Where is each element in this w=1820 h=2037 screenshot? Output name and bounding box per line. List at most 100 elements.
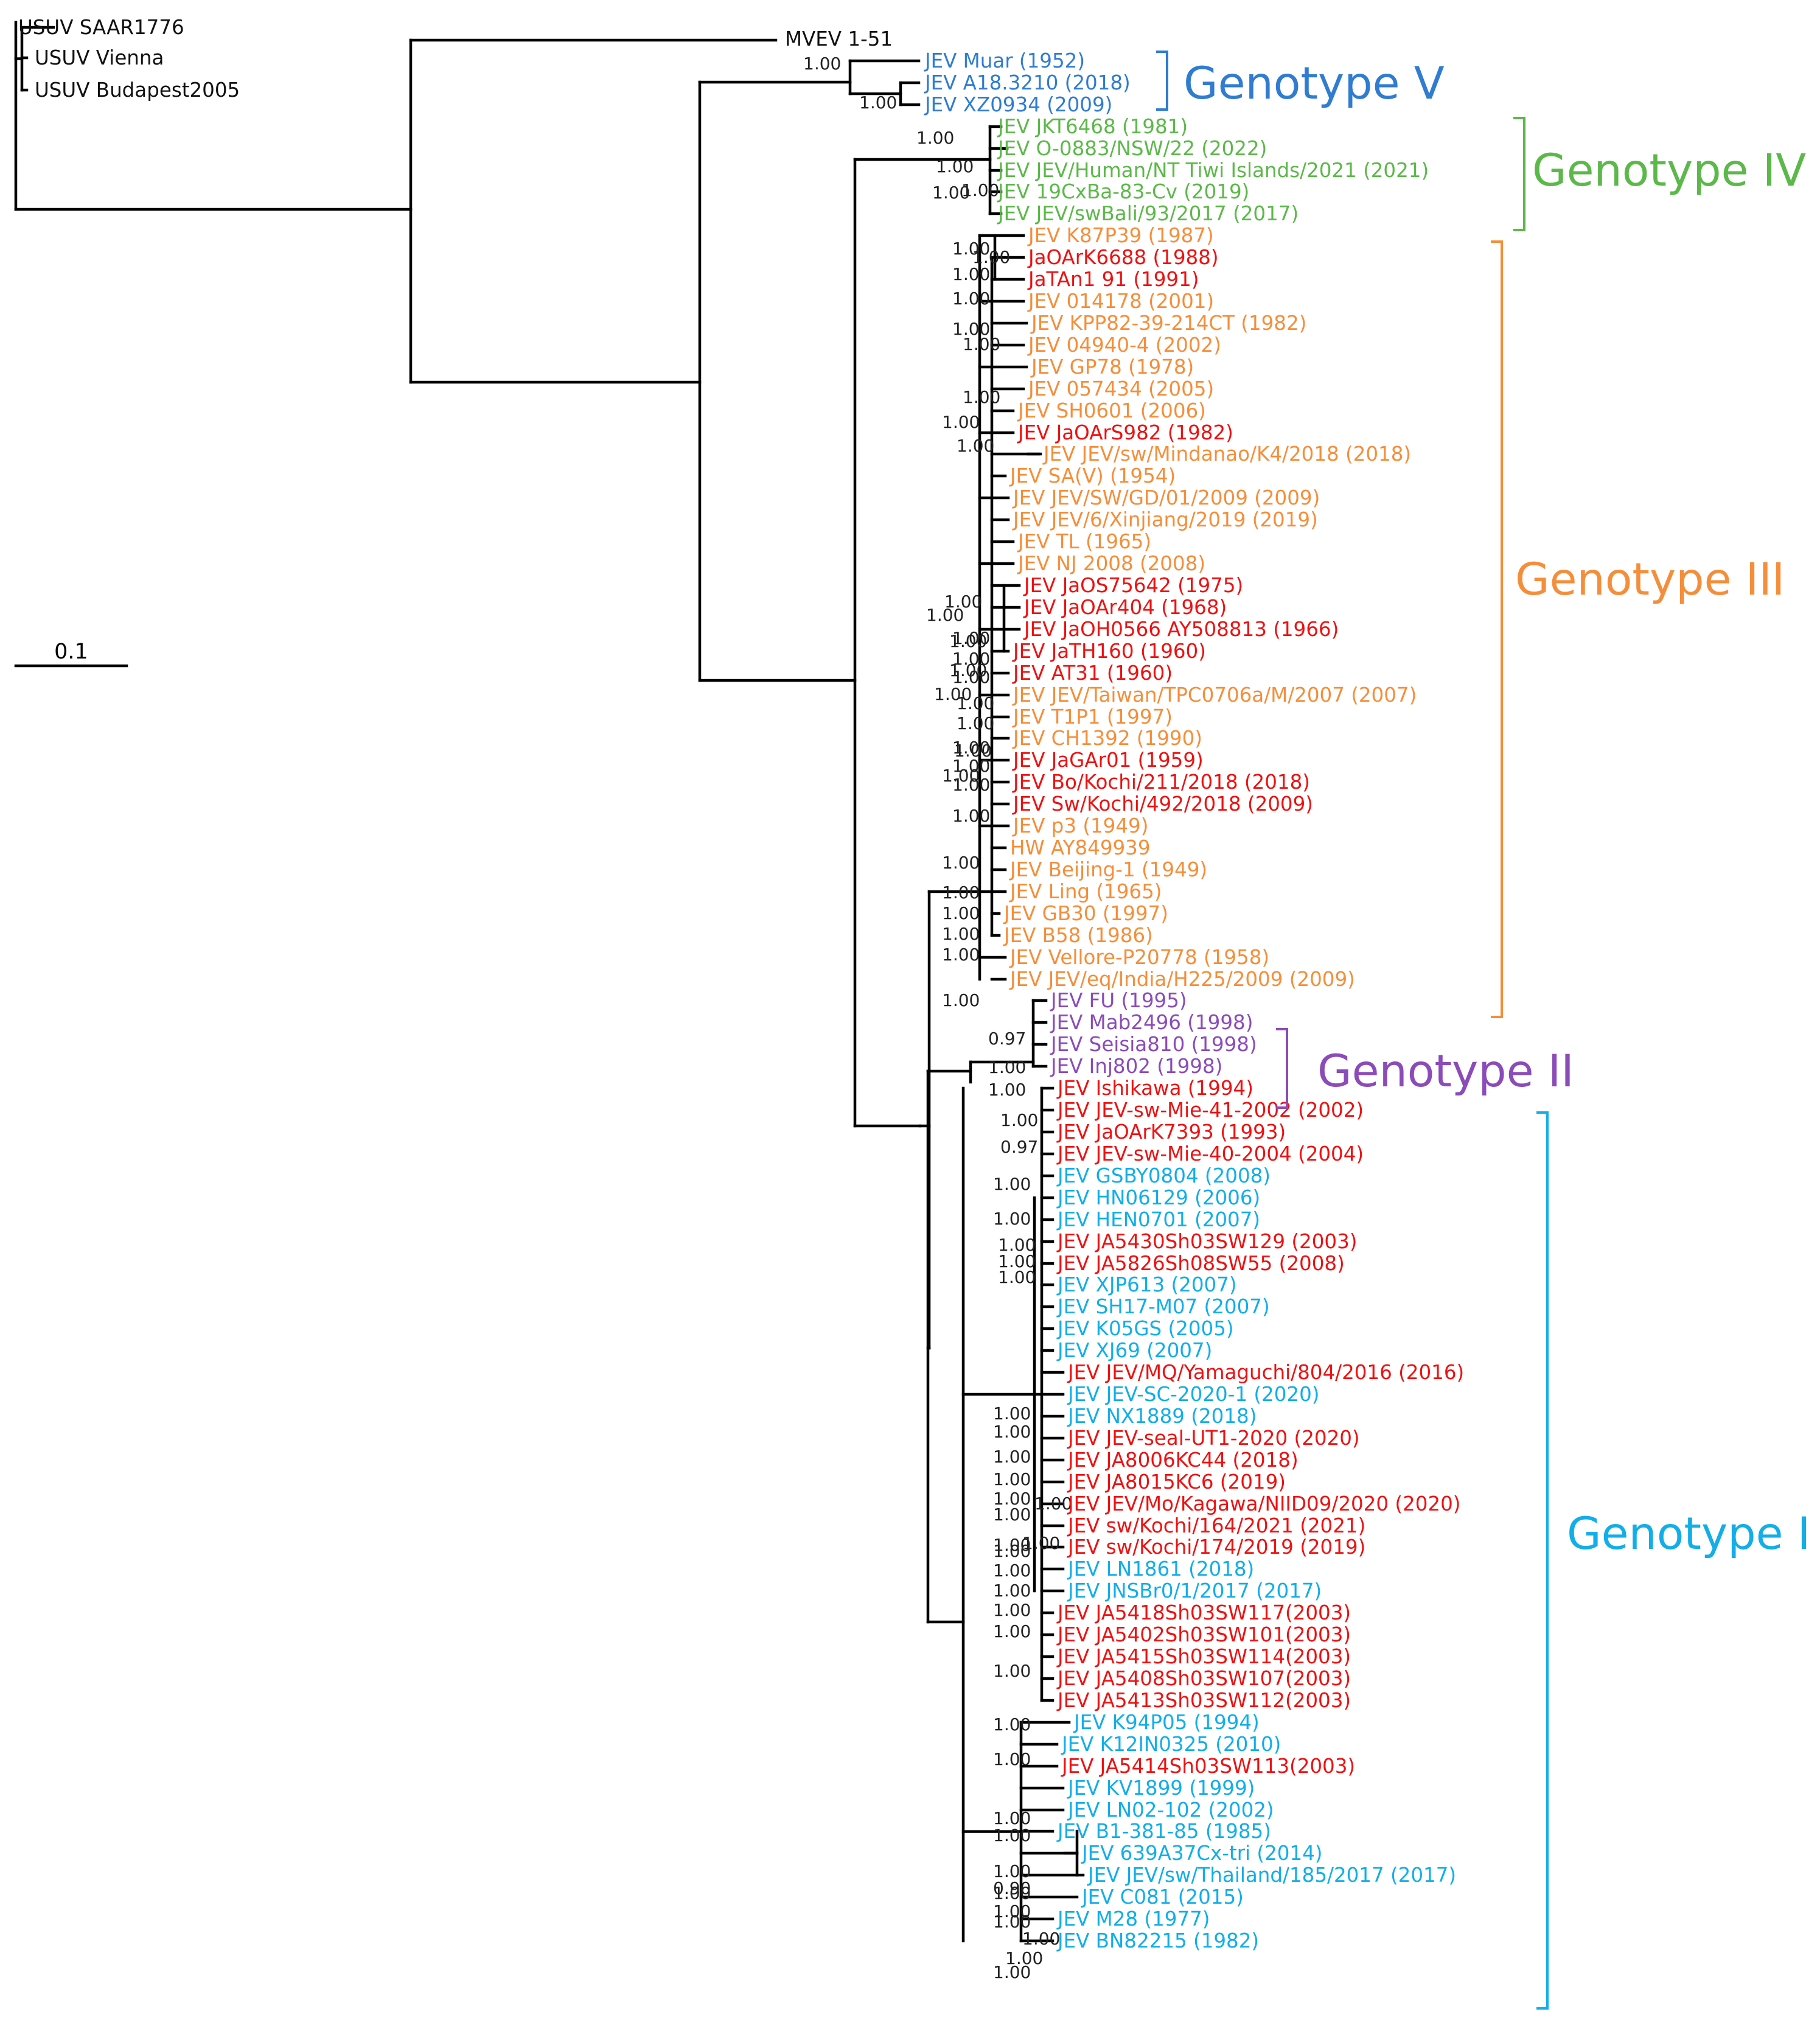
taxon-label: JEV JaOArS982 (1982) [1017, 421, 1233, 444]
support-value: 1.00 [952, 319, 990, 339]
taxon-label: JEV HEN0701 (2007) [1056, 1208, 1260, 1231]
taxon-label: JEV GB30 (1997) [1003, 902, 1168, 925]
taxon-label: JEV CH1392 (1990) [1012, 727, 1202, 750]
genotype-label: Genotype V [1184, 58, 1445, 110]
taxon-label: JEV LN1861 (2018) [1067, 1557, 1254, 1581]
support-value: 1.00 [803, 54, 841, 74]
taxon-label: JEV Seisia810 (1998) [1050, 1033, 1257, 1056]
taxon-label: JEV JA8006KC44 (2018) [1067, 1448, 1299, 1472]
taxon-label: JEV JEV/eq/India/H225/2009 (2009) [1009, 968, 1355, 991]
tree-branches [14, 21, 1085, 1943]
taxon-label: JEV O-0883/NSW/22 (2022) [997, 137, 1267, 160]
taxon-label: JEV JA5408Sh03SW107(2003) [1056, 1667, 1351, 1690]
taxon-label: JEV SH0601 (2006) [1017, 399, 1206, 422]
support-value: 1.00 [993, 1469, 1031, 1489]
support-value: 1.00 [952, 756, 990, 776]
taxon-label: JEV T1P1 (1997) [1012, 705, 1173, 728]
taxon-label: JEV KV1899 (1999) [1067, 1777, 1255, 1800]
support-value: 1.00 [993, 1962, 1031, 1982]
taxon-label: JEV JaOH0566 AY508813 (1966) [1023, 618, 1339, 641]
support-value: 1.00 [859, 93, 897, 113]
taxon-label: JEV sw/Kochi/174/2019 (2019) [1067, 1536, 1365, 1559]
taxon-label: JEV JA5413Sh03SW112(2003) [1056, 1689, 1351, 1712]
taxon-label: JEV XZ0934 (2009) [924, 93, 1112, 116]
support-value: 1.00 [944, 592, 982, 612]
taxon-label: JEV XJ69 (2007) [1056, 1339, 1212, 1362]
support-value: 1.00 [954, 741, 992, 761]
taxon-label: HW AY849939 [1010, 836, 1151, 859]
taxon-label: JEV NX1889 (2018) [1067, 1405, 1257, 1428]
taxon-label: JEV 19CxBa-83-Cv (2019) [997, 180, 1249, 203]
support-value: 1.00 [993, 1541, 1031, 1561]
support-value: 1.00 [1034, 1494, 1072, 1514]
taxon-label: JEV Sw/Kochi/492/2018 (2009) [1012, 792, 1313, 816]
taxon-label: JEV JA5414Sh03SW113(2003) [1061, 1755, 1355, 1778]
taxon-label: JEV K87P39 (1987) [1027, 224, 1214, 247]
support-value: 1.00 [993, 1209, 1031, 1229]
scale-bar-label: 0.1 [54, 640, 88, 664]
taxon-label: JEV KPP82-39-214CT (1982) [1030, 312, 1306, 335]
taxon-label: JEV 014178 (2001) [1027, 290, 1214, 313]
taxon-label: JEV TL (1965) [1017, 530, 1151, 553]
genotype-label: Genotype II [1317, 1046, 1574, 1097]
taxon-label: JEV JEV-sw-Mie-41-2002 (2002) [1056, 1099, 1364, 1122]
taxon-label: JEV Ishikawa (1994) [1056, 1077, 1253, 1100]
taxon-label: JEV Beijing-1 (1949) [1009, 858, 1207, 881]
taxon-label: JEV Muar (1952) [924, 49, 1085, 72]
taxon-label: JEV M28 (1977) [1056, 1907, 1210, 1930]
support-value: 1.00 [988, 1080, 1026, 1100]
support-value: 1.00 [993, 1535, 1031, 1555]
support-value: 1.00 [993, 1825, 1031, 1845]
taxon-label: JEV JaOArK7393 (1993) [1056, 1120, 1286, 1144]
support-value: 1.00 [993, 1808, 1031, 1828]
support-value: 1.00 [952, 738, 990, 758]
support-value: 1.00 [993, 1714, 1031, 1735]
support-value: 1.00 [993, 1861, 1031, 1881]
genotype-bracket [1276, 1028, 1288, 1109]
taxon-label: JEV JEV/MQ/Yamaguchi/804/2016 (2016) [1067, 1361, 1464, 1384]
support-value: 1.00 [936, 156, 974, 176]
taxon-label: JEV HN06129 (2006) [1056, 1186, 1260, 1209]
support-value: 1.00 [993, 1489, 1031, 1509]
scale-bar: 0.1 [14, 640, 128, 668]
support-value: 1.00 [942, 945, 980, 965]
taxon-label: JEV JEV-SC-2020-1 (2020) [1067, 1383, 1319, 1406]
taxon-label: JEV FU (1995) [1050, 989, 1187, 1012]
taxon-label: JEV JNSBr0/1/2017 (2017) [1067, 1579, 1322, 1602]
taxon-label: JEV JEV/Mo/Kagawa/NIID09/2020 (2020) [1067, 1492, 1460, 1515]
support-value: 1.00 [932, 183, 970, 203]
taxon-label: JEV K05GS (2005) [1056, 1317, 1234, 1340]
taxon-label: JEV JA5418Sh03SW117(2003) [1056, 1601, 1351, 1624]
support-value: 1.00 [952, 649, 990, 669]
taxon-label: JEV JKT6468 (1981) [997, 115, 1188, 138]
taxon-label: JEV JA8015KC6 (2019) [1067, 1470, 1286, 1494]
taxon-label: MVEV 1-51 [785, 27, 893, 51]
taxon-label: JEV Bo/Kochi/211/2018 (2018) [1012, 770, 1310, 794]
support-value: 1.00 [993, 1901, 1031, 1921]
genotype-bracket [1491, 240, 1503, 1018]
support-value: 1.00 [993, 1422, 1031, 1442]
taxon-label: JEV C081 (2015) [1081, 1885, 1244, 1909]
taxon-label: USUV Budapest2005 [35, 79, 240, 102]
support-value: 1.00 [916, 128, 954, 148]
support-value: 1.00 [993, 1560, 1031, 1581]
support-value: 1.00 [998, 1251, 1036, 1271]
support-value: 1.00 [993, 1403, 1031, 1424]
taxon-label: JEV 057434 (2005) [1027, 377, 1214, 400]
taxon-label: JEV Ling (1965) [1009, 880, 1162, 903]
taxon-label: JEV JEV/sw/Mindanao/K4/2018 (2018) [1042, 442, 1411, 466]
support-value: 1.00 [957, 693, 994, 713]
taxon-label: JEV JEV/sw/Thailand/185/2017 (2017) [1087, 1864, 1456, 1887]
taxon-label: JEV AT31 (1960) [1012, 662, 1173, 685]
taxon-label: JaTAn1 91 (1991) [1027, 268, 1199, 291]
support-value: 1.00 [998, 1267, 1036, 1287]
taxon-label: JEV JEV/6/Xinjiang/2019 (2019) [1012, 508, 1318, 531]
taxon-label: USUV Vienna [35, 46, 164, 69]
taxon-label: JEV JEV/swBali/93/2017 (2017) [997, 202, 1299, 225]
taxon-label: JEV XJP613 (2007) [1056, 1273, 1237, 1296]
support-value: 1.00 [1022, 1533, 1060, 1553]
taxon-label: JEV B1-381-85 (1985) [1056, 1820, 1271, 1843]
support-value: 1.00 [949, 631, 987, 651]
support-value: 1.00 [957, 713, 994, 733]
